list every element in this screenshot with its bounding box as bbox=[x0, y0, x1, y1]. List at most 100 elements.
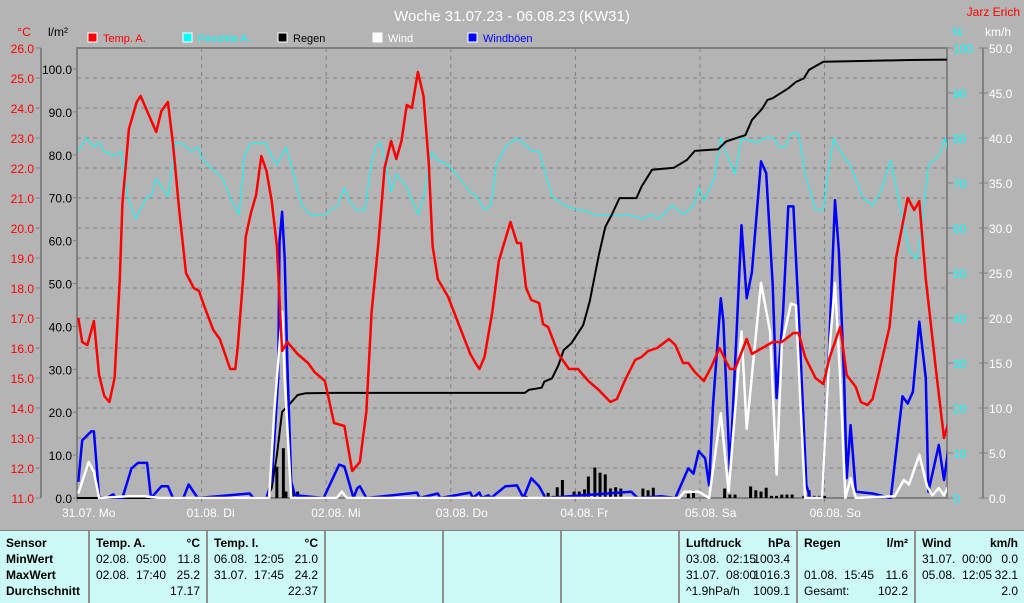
owner-label: Jarz Erich bbox=[967, 5, 1020, 19]
x-tick-label: 05.08. Sa bbox=[685, 506, 737, 520]
wind-tick-label: 15.0 bbox=[989, 357, 1013, 371]
humidity-tick-label: 50 bbox=[953, 267, 967, 281]
temp-a-unit: °C bbox=[186, 536, 200, 550]
rain-bar bbox=[728, 494, 732, 498]
temp-i-max-time: 31.07. 17:45 bbox=[214, 568, 285, 582]
rain-bar bbox=[651, 487, 655, 498]
legend-swatch bbox=[182, 32, 193, 43]
plot-area bbox=[77, 58, 947, 499]
rain-bar bbox=[582, 489, 586, 498]
humidity-tick-label: 20 bbox=[953, 402, 967, 416]
wind-tick-label: 0.0 bbox=[989, 492, 1006, 506]
rain-bar bbox=[290, 489, 294, 498]
rain-bar bbox=[593, 467, 597, 498]
x-tick-label: 04.08. Fr bbox=[560, 506, 608, 520]
wind-max: 32.1 bbox=[994, 568, 1018, 582]
pressure-avg: 1009.1 bbox=[753, 584, 790, 598]
rain-bar bbox=[275, 466, 279, 498]
wind-tick-label: 30.0 bbox=[989, 222, 1013, 236]
stats-pressure-column: Luftdruck hPa 03.08. 02:15 1003.4 31.07. 0… bbox=[678, 531, 796, 603]
rain-bar bbox=[555, 487, 559, 498]
legend-swatch bbox=[467, 32, 478, 43]
rain-bar bbox=[780, 494, 784, 498]
x-tick-label: 31.07. Mo bbox=[62, 506, 116, 520]
legend-label: Feuchte A. bbox=[198, 33, 251, 45]
temp-axis-unit: °C bbox=[17, 25, 31, 39]
legend-label: Temp. A. bbox=[103, 33, 146, 45]
temp-tick-label: 11.0 bbox=[12, 492, 35, 506]
label-max: MaxWert bbox=[6, 568, 56, 582]
humidity-tick-label: 60 bbox=[953, 222, 967, 236]
temp-a-max: 25.2 bbox=[176, 568, 200, 582]
wind-avg: 2.0 bbox=[1001, 584, 1018, 598]
rain-unit: l/m² bbox=[886, 536, 908, 550]
label-min: MinWert bbox=[6, 552, 54, 566]
rain-bar bbox=[823, 495, 827, 498]
temp-a-avg: 17.17 bbox=[169, 584, 200, 598]
temp-tick-label: 23.0 bbox=[11, 132, 35, 146]
temp-tick-label: 17.0 bbox=[11, 312, 35, 326]
wind-tick-label: 45.0 bbox=[989, 87, 1013, 101]
weather-chart: Woche 31.07.23 - 06.08.23 (KW31) Jarz Er… bbox=[11, 5, 1020, 520]
rain-bar bbox=[586, 476, 590, 498]
temp-tick-label: 20.0 bbox=[11, 222, 35, 236]
rain-bar bbox=[733, 494, 737, 498]
humidity-tick-label: 100 bbox=[953, 42, 973, 56]
label-avg: Durchschnitt bbox=[6, 584, 81, 598]
rain-max-time: 01.08. 15:45 bbox=[804, 568, 875, 582]
rain-bar bbox=[775, 495, 779, 498]
wind-tick-label: 10.0 bbox=[989, 402, 1013, 416]
rain-tick-label: 50.0 bbox=[49, 278, 73, 292]
label-sensor: Sensor bbox=[6, 536, 47, 550]
temp-tick-label: 25.0 bbox=[11, 72, 35, 86]
wind-tick-label: 40.0 bbox=[989, 132, 1013, 146]
rain-bar bbox=[284, 491, 288, 498]
series-line-temp-a bbox=[77, 70, 947, 473]
legend-label: Wind bbox=[388, 33, 413, 45]
rain-bar bbox=[785, 494, 789, 498]
stats-wind-column: Wind km/h 31.07. 00:00 0.0 05.08. 12:05 32.… bbox=[914, 531, 1024, 603]
rain-bar bbox=[764, 487, 768, 498]
humidity-tick-label: 10 bbox=[953, 447, 967, 461]
temp-a-min-time: 02.08. 05:00 bbox=[96, 552, 167, 566]
wind-tick-label: 20.0 bbox=[989, 312, 1013, 326]
wind-min-time: 31.07. 00:00 bbox=[922, 552, 993, 566]
temp-tick-label: 26.0 bbox=[11, 42, 35, 56]
rain-tick-label: 60.0 bbox=[49, 235, 73, 249]
temp-tick-label: 13.0 bbox=[11, 432, 35, 446]
rain-bar bbox=[692, 490, 696, 498]
statistics-table: Sensor MinWert MaxWert Durchschnitt Temp… bbox=[0, 530, 1024, 603]
humidity-tick-label: 80 bbox=[953, 132, 967, 146]
stats-empty-column-3 bbox=[560, 531, 678, 603]
temp-i-unit: °C bbox=[304, 536, 318, 550]
rain-max: 11.6 bbox=[885, 568, 908, 582]
rain-bar bbox=[749, 486, 753, 498]
wind-max-time: 05.08. 12:05 bbox=[922, 568, 993, 582]
stats-labels-column: Sensor MinWert MaxWert Durchschnitt bbox=[0, 531, 88, 603]
temp-tick-label: 22.0 bbox=[11, 162, 35, 176]
rain-bar bbox=[560, 479, 564, 498]
rain-bar bbox=[598, 472, 602, 498]
rain-bar bbox=[723, 488, 727, 498]
rain-tick-label: 10.0 bbox=[49, 449, 73, 463]
wind-title: Wind bbox=[922, 536, 952, 550]
wind-tick-label: 35.0 bbox=[989, 177, 1013, 191]
legend-label: Regen bbox=[293, 33, 325, 45]
temp-tick-label: 14.0 bbox=[11, 402, 35, 416]
wind-unit: km/h bbox=[989, 536, 1018, 550]
series-line-wind bbox=[77, 281, 947, 499]
humidity-tick-label: 90 bbox=[953, 87, 967, 101]
humidity-tick-label: 30 bbox=[953, 357, 967, 371]
temp-tick-label: 15.0 bbox=[11, 372, 35, 386]
x-tick-label: 03.08. Do bbox=[436, 506, 488, 520]
temp-a-min: 11.8 bbox=[177, 552, 200, 566]
rain-bar bbox=[603, 474, 607, 498]
temp-i-min-time: 06.08. 12:05 bbox=[214, 552, 285, 566]
temp-i-max: 24.2 bbox=[294, 568, 318, 582]
rain-bar bbox=[759, 491, 763, 498]
wind-tick-label: 5.0 bbox=[989, 447, 1006, 461]
x-tick-label: 02.08. Mi bbox=[311, 506, 360, 520]
temp-tick-label: 16.0 bbox=[11, 342, 35, 356]
series-line-feuchte-a bbox=[77, 133, 947, 260]
pressure-unit: hPa bbox=[767, 536, 790, 550]
